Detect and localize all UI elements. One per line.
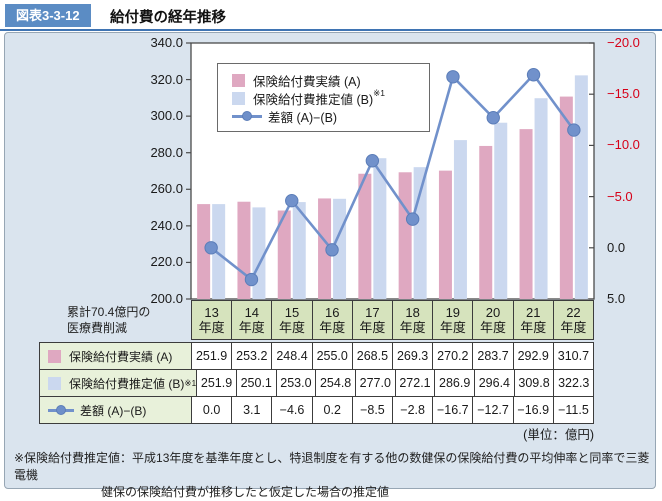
- table-row: 差額 (A)−(B) 0.0 3.1 −4.6 0.2 −8.5 −2.8 −16.7 −12.…: [40, 397, 594, 423]
- legend-item-actual: 保険給付費実績 (A): [232, 71, 419, 89]
- footnote-line1: ※保険給付費推定値：平成13年度を基準年度とし、特退制度を有する他の数健保の保険…: [14, 451, 650, 482]
- table-value-cell: 0.2: [312, 397, 353, 423]
- cumulative-savings-line2: 医療費削減: [67, 321, 128, 335]
- line-marker-icon: [48, 404, 74, 417]
- figure-title: 給付費の経年推移: [110, 10, 226, 26]
- table-value-cell: 292.9: [513, 343, 554, 369]
- year-header-row: 13 年度 14 年度 15 年度 16 年度 17 年度 18 年度 19 年度 20 年度 21 年度 22 年度: [191, 300, 594, 340]
- table-value-cell: −16.7: [433, 397, 474, 423]
- table-value-cell: −12.7: [473, 397, 514, 423]
- figure-number-badge: 図表3-3-12: [5, 4, 91, 27]
- right-axis-tick-label: −5.0: [607, 188, 633, 204]
- table-value-cell: 251.9: [192, 343, 233, 369]
- left-axis-tick-label: 340.0: [150, 35, 183, 50]
- table-value-cell: 310.7: [553, 343, 594, 369]
- table-value-cell: −4.6: [272, 397, 313, 423]
- left-axis-tick-label: 220.0: [150, 254, 183, 270]
- legend-label: 保険給付費推定値 (B)※1: [253, 87, 385, 107]
- year-header-cell: 22 年度: [560, 304, 587, 336]
- unit-label: (単位：億円): [523, 428, 594, 442]
- footnote: ※保険給付費推定値：平成13年度を基準年度とし、特退制度を有する他の数健保の保険…: [14, 450, 655, 501]
- blue-square-icon: [48, 376, 61, 390]
- table-value-cell: 272.1: [395, 370, 436, 396]
- table-value-cell: −2.8: [393, 397, 434, 423]
- table-row-label: 保険給付費推定値 (B) ※1: [40, 370, 198, 396]
- cumulative-savings-line1: 累計70.4億円の: [67, 305, 151, 319]
- left-axis-tick-label: 240.0: [150, 217, 183, 233]
- left-axis-tick-label: 300.0: [150, 108, 183, 124]
- table-value-cell: 283.7: [473, 343, 514, 369]
- year-header-cell: 14 年度: [232, 301, 273, 339]
- table-value-cell: 253.2: [232, 343, 273, 369]
- table-row-label: 保険給付費実績 (A): [40, 343, 192, 369]
- legend-item-difference: 差額 (A)−(B): [232, 107, 419, 125]
- right-axis-tick-label: 5.0: [607, 291, 626, 306]
- table-row: 保険給付費実績 (A) 251.9 253.2 248.4 255.0 268.5 269.…: [40, 343, 594, 370]
- data-table: 保険給付費実績 (A) 251.9 253.2 248.4 255.0 268.5 269.…: [39, 342, 594, 424]
- left-axis-tick-label: 320.0: [150, 71, 183, 87]
- table-value-cell: 254.8: [316, 370, 356, 396]
- chart-legend: 保険給付費実績 (A) 保険給付費推定値 (B)※1 差額 (A)−(B): [217, 63, 430, 132]
- left-axis-tick-label: 200.0: [150, 291, 183, 306]
- table-value-cell: 268.5: [352, 343, 394, 369]
- year-header-cell: 16 年度: [313, 301, 353, 339]
- table-value-cell: 3.1: [232, 397, 273, 423]
- year-header-cell: 18 年度: [393, 301, 434, 339]
- table-value-cell: −11.5: [553, 397, 594, 423]
- table-value-cell: 322.3: [554, 370, 594, 396]
- figure-header: 図表3-3-12 給付費の経年推移: [0, 0, 662, 31]
- cumulative-savings-note: 累計70.4億円の 医療費削減: [67, 304, 150, 336]
- table-value-cell: −8.5: [352, 397, 394, 423]
- legend-label: 差額 (A)−(B): [268, 110, 338, 125]
- table-value-cell: −16.9: [513, 397, 554, 423]
- table-value-cell: 248.4: [272, 343, 313, 369]
- right-axis-tick-label: −10.0: [607, 137, 640, 153]
- table-value-cell: 0.0: [192, 397, 233, 423]
- left-axis-tick-label: 280.0: [150, 144, 183, 160]
- estimate-swatch-icon: [232, 91, 245, 105]
- left-axis-tick-label: 260.0: [150, 181, 183, 197]
- year-header-cell: 21 年度: [514, 301, 554, 339]
- year-header-cell: 13 年度: [192, 301, 233, 339]
- table-row: 保険給付費推定値 (B) ※1 251.9 250.1 253.0 254.8 277.0 2…: [40, 370, 594, 397]
- table-value-cell: 286.9: [435, 370, 476, 396]
- table-value-cell: 309.8: [514, 370, 555, 396]
- footnote-ref: ※1: [373, 87, 385, 98]
- table-value-cell: 296.4: [475, 370, 515, 396]
- table-value-cell: 250.1: [236, 370, 277, 396]
- table-value-cell: 255.0: [312, 343, 353, 369]
- table-row-label: 差額 (A)−(B): [40, 397, 192, 423]
- chart-panel: 340.0 320.0 300.0 280.0 260.0 240.0 220.0 200.0…: [4, 32, 656, 499]
- year-header-cell: 15 年度: [272, 301, 313, 339]
- table-value-cell: 277.0: [355, 370, 396, 396]
- year-header-cell: 19 年度: [433, 301, 474, 339]
- right-axis-tick-label: −15.0: [607, 86, 640, 102]
- table-value-cell: 270.2: [433, 343, 474, 369]
- table-value-cell: 269.3: [393, 343, 434, 369]
- year-header-cell: 20 年度: [473, 301, 514, 339]
- actual-swatch-icon: [232, 73, 245, 87]
- legend-label: 保険給付費実績 (A): [253, 74, 361, 89]
- legend-item-estimate: 保険給付費推定値 (B)※1: [232, 87, 419, 107]
- pink-square-icon: [48, 349, 61, 363]
- right-axis-tick-label: 0.0: [607, 239, 626, 255]
- year-header-cell: 17 年度: [353, 301, 394, 339]
- right-axis-tick-label: −20.0: [607, 35, 640, 50]
- table-value-cell: 251.9: [197, 370, 237, 396]
- table-value-cell: 253.0: [276, 370, 317, 396]
- line-marker-icon: [232, 110, 262, 123]
